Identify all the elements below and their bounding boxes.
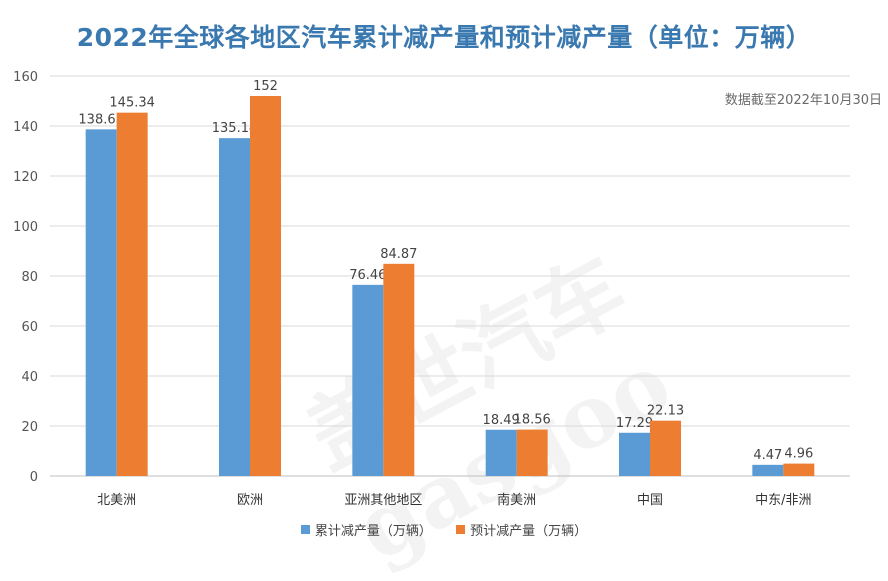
x-tick-label: 中东/非洲: [755, 493, 811, 508]
y-tick-label: 120: [13, 170, 38, 185]
bar: [650, 420, 681, 476]
legend: 累计减产量（万辆） 预计减产量（万辆）: [0, 520, 888, 539]
bar: [619, 432, 650, 476]
bar: [516, 429, 548, 476]
legend-item-projected: 预计减产量（万辆）: [456, 520, 587, 539]
x-tick-label: 南美洲: [497, 492, 536, 508]
y-tick-label: 100: [13, 220, 38, 235]
data-label: 4.47: [753, 448, 782, 463]
bar: [250, 96, 281, 476]
y-tick-label: 80: [21, 270, 38, 285]
bar: [485, 429, 517, 476]
bar: [383, 263, 415, 476]
data-label: 138.65: [78, 112, 124, 127]
data-label: 152: [253, 79, 278, 94]
bar: [752, 464, 784, 476]
x-tick-label: 中国: [637, 493, 663, 508]
data-label: 76.46: [349, 268, 386, 283]
y-tick-label: 40: [21, 370, 38, 385]
bar: [783, 463, 815, 476]
data-label: 18.49: [483, 413, 520, 428]
x-tick-label: 亚洲其他地区: [344, 493, 422, 508]
y-tick-label: 60: [21, 320, 38, 335]
legend-swatch-projected: [456, 525, 466, 534]
y-tick-label: 160: [13, 70, 38, 85]
data-label: 4.96: [784, 447, 813, 462]
data-label: 145.34: [109, 96, 155, 111]
data-label: 135.14: [212, 121, 258, 136]
data-label: 84.87: [380, 247, 417, 262]
legend-swatch-cumulative: [300, 525, 310, 534]
legend-label-projected: 预计减产量（万辆）: [470, 524, 588, 539]
y-tick-label: 20: [21, 420, 38, 435]
x-tick-label: 北美洲: [97, 493, 136, 508]
bar: [219, 138, 250, 476]
chart-title: 2022年全球各地区汽车累计减产量和预计减产量（单位：万辆）: [76, 23, 812, 52]
data-label: 18.56: [514, 413, 551, 428]
legend-label-cumulative: 累计减产量（万辆）: [314, 524, 432, 539]
legend-item-cumulative: 累计减产量（万辆）: [300, 520, 432, 539]
data-label: 17.29: [616, 416, 653, 431]
y-tick-label: 140: [13, 120, 38, 135]
y-tick-label: 0: [30, 470, 38, 485]
data-label: 22.13: [647, 404, 684, 419]
bar: [352, 284, 384, 476]
data-date-note: 数据截至2022年10月30日: [724, 93, 882, 108]
x-tick-label: 欧洲: [237, 493, 263, 508]
bar: [85, 129, 117, 476]
bar: [116, 112, 148, 477]
